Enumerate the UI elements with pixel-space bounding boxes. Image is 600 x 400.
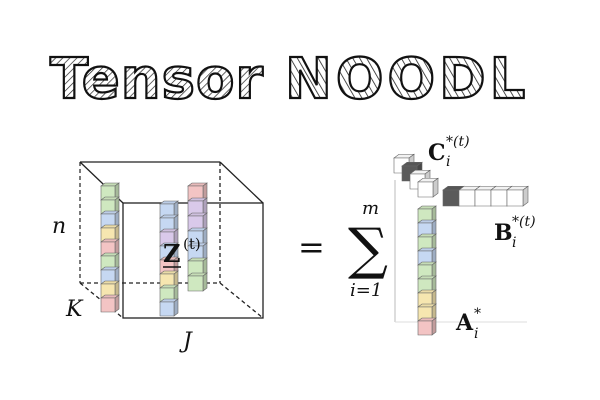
c-subscript: i (446, 154, 450, 170)
undefined-cell-9-front (100, 297, 116, 313)
a-letter: A (455, 310, 474, 336)
undefined-cell-8-front (159, 301, 175, 317)
summation: m ∑ i=1 (348, 198, 388, 301)
factor-c-cell-4-side (432, 177, 439, 198)
factor-c-fiber (393, 153, 439, 198)
sum-lower-limit: i=1 (350, 280, 382, 301)
undefined-cell-9-side (114, 294, 120, 313)
factor-b-cell-5-side (522, 185, 529, 207)
factor-b-fiber (442, 185, 529, 207)
tensor-cube: Z (t) n K J (52, 161, 264, 354)
undefined-cell-9-front (417, 320, 433, 336)
fiber-right (187, 182, 208, 292)
b-superscript: *(t) (512, 214, 536, 230)
fiber-left (100, 182, 120, 313)
c-letter: C (428, 140, 446, 166)
factor-b-cell-2-front (458, 189, 476, 207)
z-letter: Z (163, 239, 181, 268)
sum-symbol: ∑ (348, 217, 388, 282)
dim-n-label: n (52, 214, 66, 239)
b-subscript: i (512, 235, 516, 251)
logo-word-tensor: Tensor (50, 47, 264, 112)
z-superscript: (t) (183, 235, 201, 253)
factor-a-fiber (417, 205, 437, 336)
logo: Tensor NOODL (49, 46, 529, 113)
undefined-cell-7-side (202, 272, 208, 292)
fiber-middle (159, 200, 179, 317)
a-label: A * i (455, 306, 481, 342)
dim-j-label: J (179, 329, 193, 354)
factor-c-cell-4-front (417, 181, 434, 198)
factor-b-cell-4-front (490, 189, 508, 207)
equals-sign: = (298, 228, 325, 266)
undefined-cell-7-front (187, 275, 204, 292)
z-label: Z (t) (163, 235, 201, 268)
a-subscript: i (474, 326, 478, 342)
undefined-cell-9-side (431, 317, 437, 336)
undefined-cell-8-side (173, 298, 179, 317)
a-superscript: * (474, 306, 481, 322)
c-superscript: *(t) (446, 134, 470, 150)
b-label: B *(t) i (494, 214, 536, 251)
dim-k-label: K (65, 297, 84, 322)
b-letter: B (494, 220, 513, 246)
logo-word-noodl: NOODL (285, 47, 529, 112)
rank-one-factors: C *(t) i B *(t) i A * i (393, 134, 536, 342)
factor-b-cell-5-front (506, 189, 524, 207)
factor-b-cell-1-front (442, 189, 460, 207)
c-label: C *(t) i (428, 134, 470, 170)
factor-b-cell-3-front (474, 189, 492, 207)
sum-upper-limit: m (362, 198, 379, 219)
